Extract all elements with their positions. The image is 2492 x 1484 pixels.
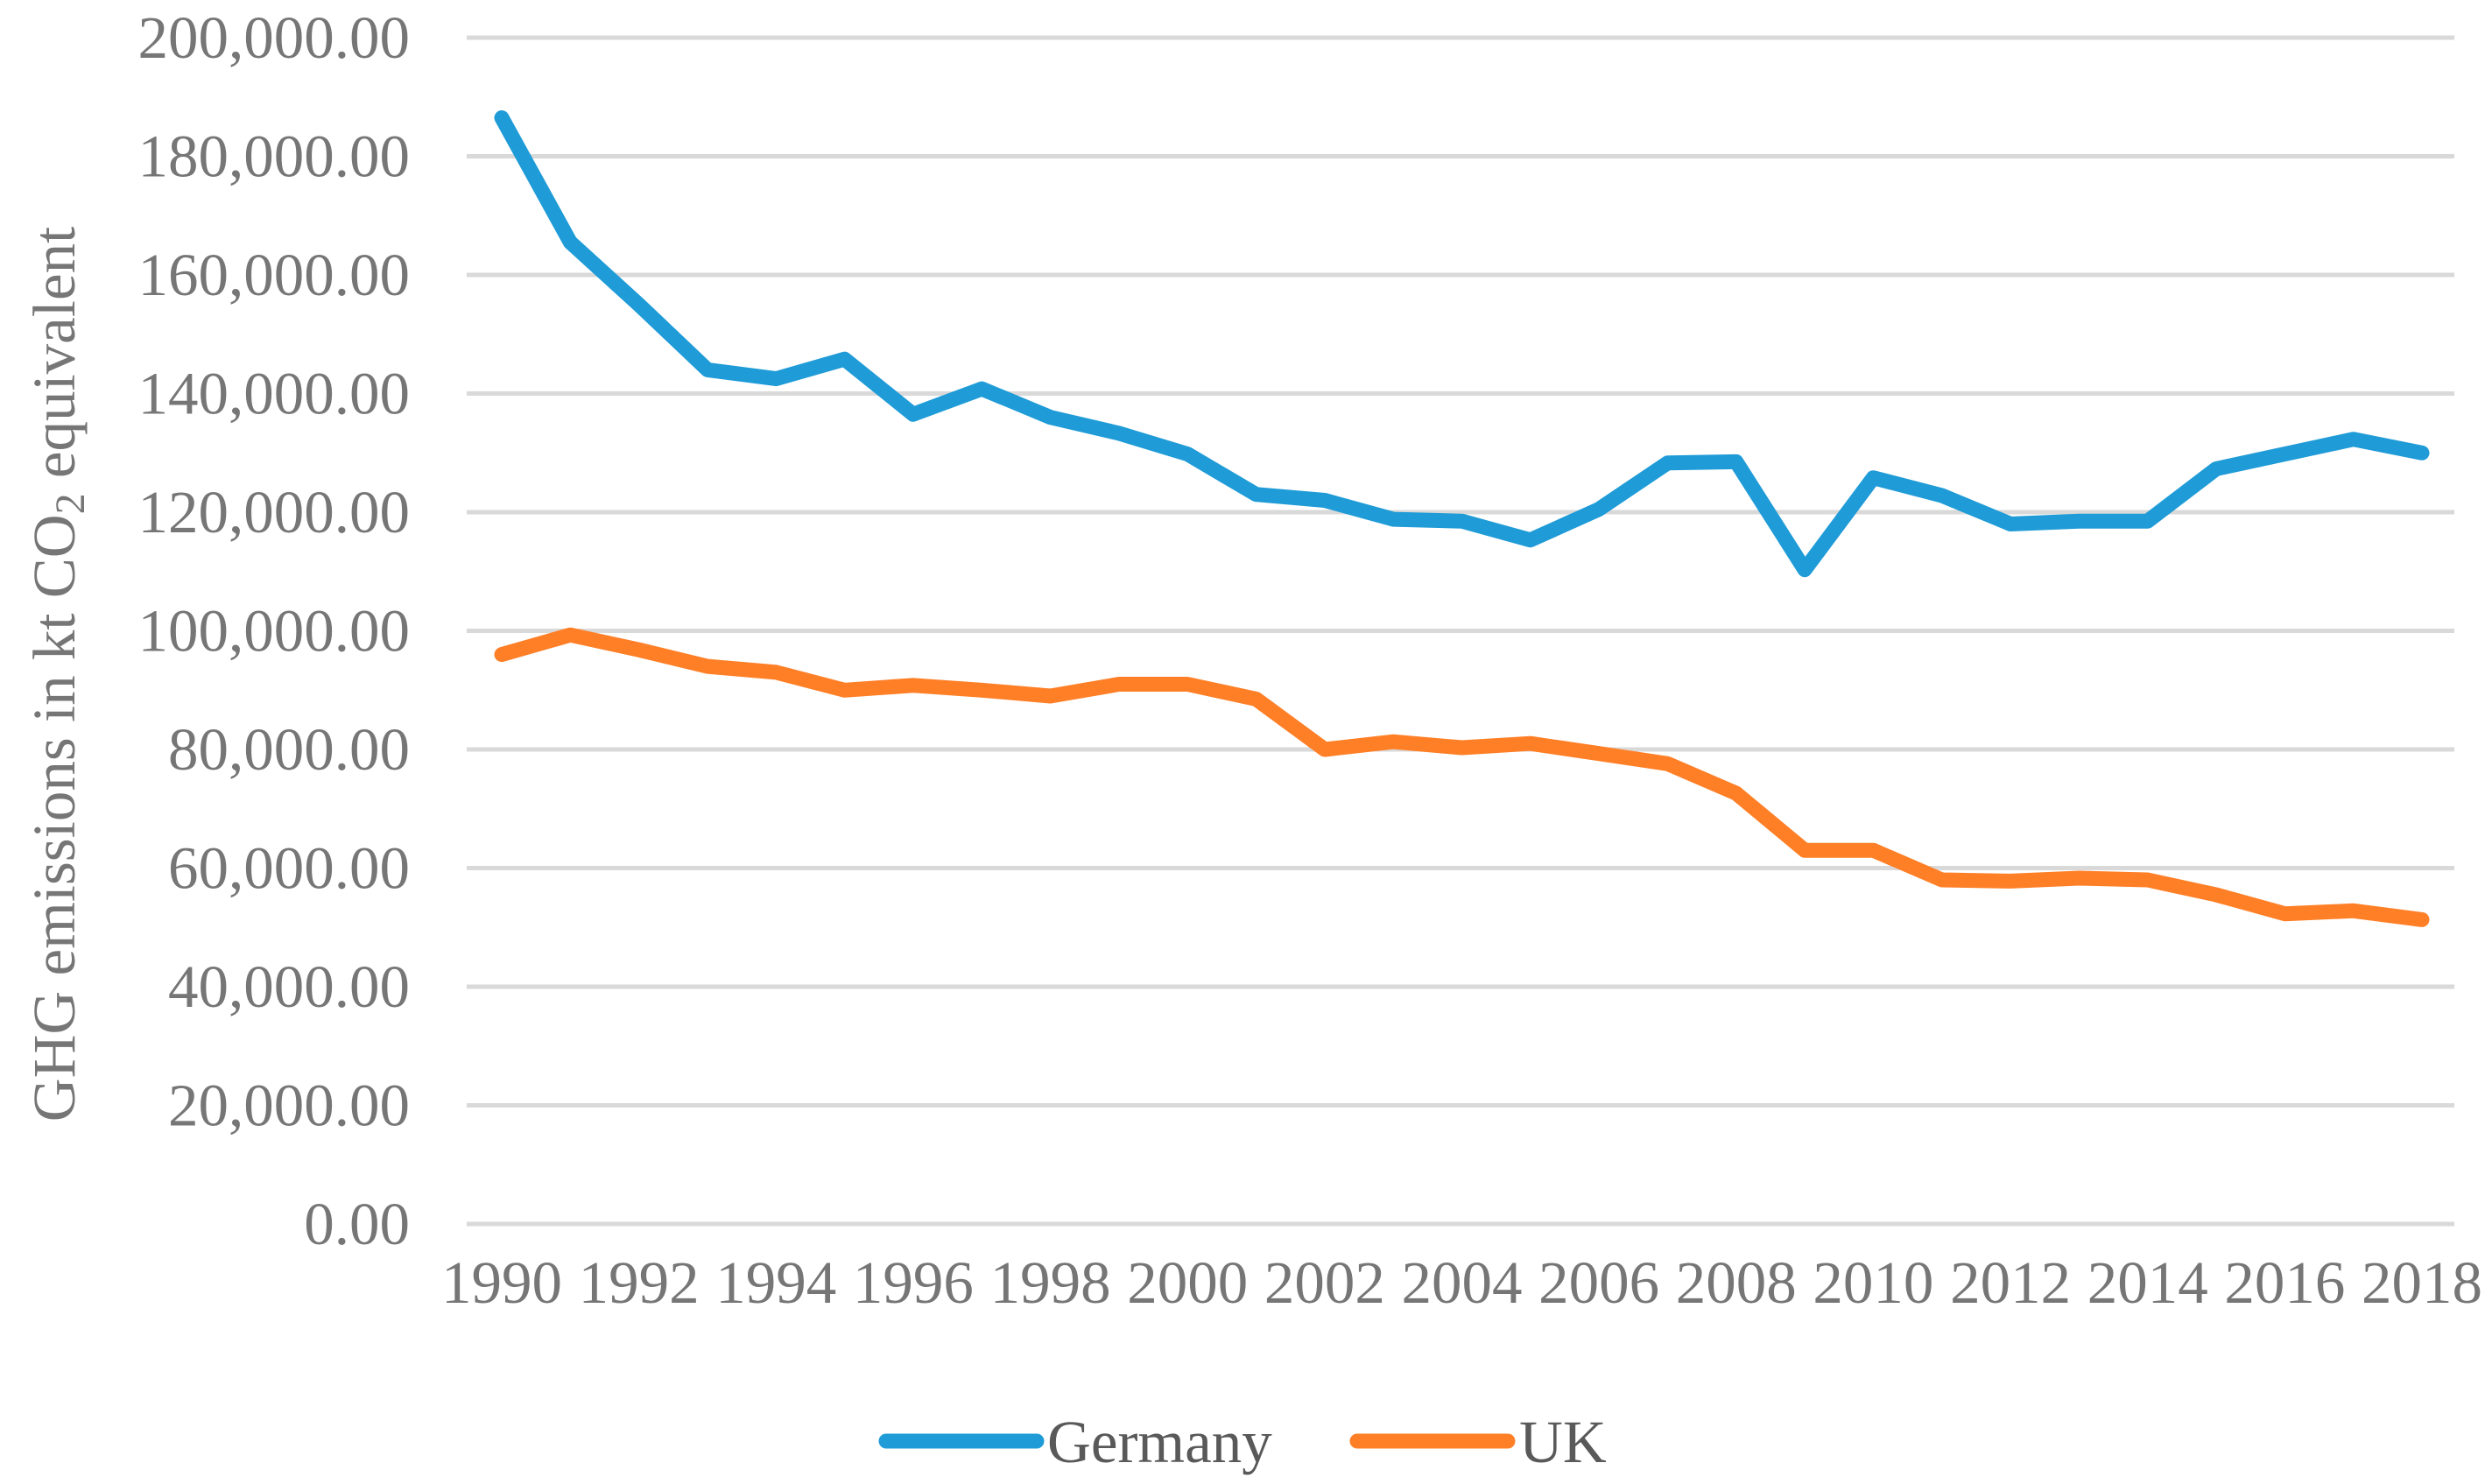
legend-item-germany: Germany [878,1409,1272,1475]
y-tick-label: 180,000.00 [138,123,411,190]
x-tick-label: 1990 [441,1249,562,1316]
y-tick-label: 140,000.00 [138,361,411,427]
y-axis-title-subscript: 2 [47,493,94,514]
y-axis-tick-labels: 0.00 20,000.00 40,000.00 60,000.00 80,000.00… [138,4,411,1257]
x-tick-label: 2006 [1538,1249,1659,1316]
y-axis-title-main: GHG emissions in kt CO [21,514,88,1122]
x-tick-label: 2002 [1264,1249,1385,1316]
x-tick-label: 1998 [990,1249,1111,1316]
x-tick-label: 2010 [1813,1249,1933,1316]
y-tick-label: 120,000.00 [138,479,411,545]
x-tick-label: 2000 [1127,1249,1248,1316]
x-tick-label: 1992 [579,1249,700,1316]
y-tick-label: 80,000.00 [168,716,410,783]
y-tick-label: 200,000.00 [138,4,411,71]
x-tick-label: 2004 [1402,1249,1523,1316]
x-tick-label: 1996 [853,1249,974,1316]
x-tick-label: 2012 [1950,1249,2071,1316]
series-points-uk [501,635,2423,920]
y-tick-label: 100,000.00 [138,598,411,665]
series-line-germany [494,110,2430,578]
legend-item-uk: UK [1349,1409,1607,1475]
legend-label-germany: Germany [1047,1409,1272,1475]
y-tick-label: 40,000.00 [168,953,410,1020]
x-tick-label: 2008 [1676,1249,1797,1316]
x-tick-label: 2016 [2224,1249,2345,1316]
y-tick-label: 60,000.00 [168,835,410,902]
legend-label-uk: UK [1519,1409,1607,1475]
y-axis-title-tail: equivalent [21,227,88,494]
legend: Germany UK [878,1409,1607,1475]
y-tick-label: 20,000.00 [168,1073,410,1139]
x-axis-tick-labels: 1990 1992 1994 1996 1998 2000 2002 2004 2006 2008… [441,1249,2482,1316]
y-tick-label: 160,000.00 [138,242,411,308]
x-tick-label: 2014 [2087,1249,2208,1316]
y-tick-label: 0.00 [304,1191,410,1257]
series-points-germany [501,117,2423,570]
series-lines [494,110,2430,927]
series-line-uk [494,627,2430,927]
y-axis-title: GHG emissions in kt CO2 equivalent [21,227,94,1122]
x-tick-label: 1994 [715,1249,836,1316]
gridlines [467,35,2454,1227]
x-tick-label: 2018 [2362,1249,2482,1316]
